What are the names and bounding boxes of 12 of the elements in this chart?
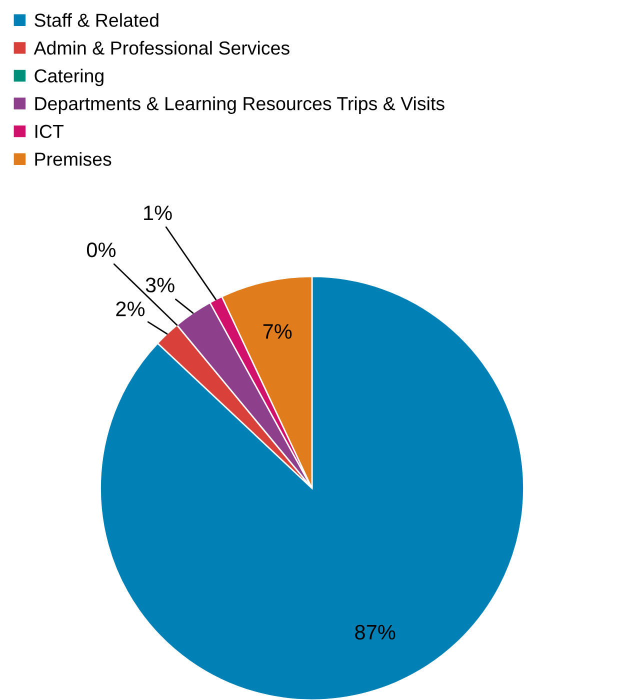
data-label: 1% — [144, 206, 172, 220]
legend-label: Staff & Related — [34, 13, 158, 27]
legend-label: ICT — [35, 124, 64, 138]
data-label: 87% — [355, 624, 396, 640]
data-label: 3% — [146, 278, 174, 292]
text: 0% — [86, 242, 116, 258]
data-label: 2% — [116, 302, 145, 316]
legend-label: Catering — [34, 68, 104, 86]
data-label: 7% — [263, 324, 292, 339]
legend-label: Departments & Learning Resources Trips & Visits — [35, 96, 444, 114]
legend-label: Premises — [35, 152, 112, 166]
legend-label: Admin & Professional Services — [34, 40, 290, 55]
